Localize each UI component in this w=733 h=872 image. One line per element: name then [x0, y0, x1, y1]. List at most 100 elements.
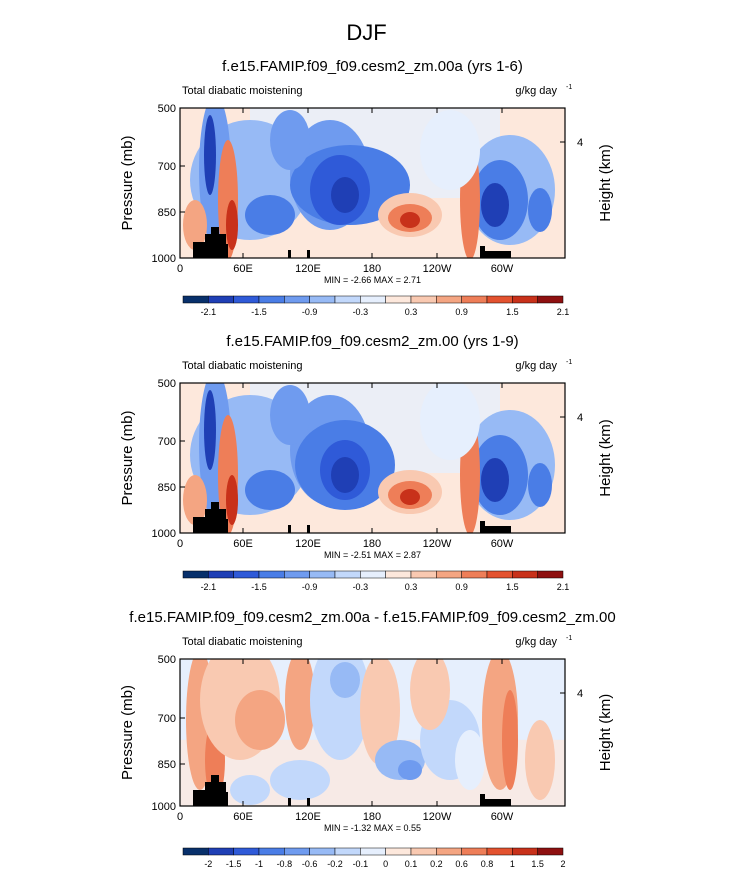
topography-block [485, 799, 511, 806]
topography-block [205, 509, 215, 533]
colorbar-label: -0.9 [302, 307, 318, 317]
x-tick-label: 120W [423, 538, 452, 550]
field-contour-12 [183, 475, 207, 525]
topography-block [224, 244, 228, 258]
colorbar-swatch [182, 570, 209, 579]
x-tick-label: 60E [233, 263, 253, 275]
x-tick-label: 180 [363, 538, 381, 550]
colorbar-swatch [284, 570, 310, 579]
field-contour-11 [226, 200, 238, 250]
colorbar-swatch [284, 295, 310, 304]
field-contour-9 [204, 390, 216, 470]
min-max-stats: MIN = -2.51 MAX = 2.87 [324, 550, 421, 560]
field-contour-18 [270, 385, 310, 445]
colorbar-swatch [208, 847, 234, 856]
colorbar-label: 0.6 [455, 859, 468, 869]
field-contour-18 [270, 110, 310, 170]
x-tick-label: 120E [295, 538, 321, 550]
colorbar-swatch [258, 570, 285, 579]
colorbar-label: -1 [255, 859, 263, 869]
y-tick-label: 1000 [152, 801, 176, 813]
page-title: DJF [346, 20, 387, 45]
right-axis-label: Height (km) [597, 694, 614, 772]
topography-block [219, 509, 226, 533]
colorbar-label: 2.1 [557, 582, 570, 592]
colorbar-swatch [334, 847, 361, 856]
colorbar-swatch [334, 570, 361, 579]
colorbar-label: 0.3 [405, 307, 418, 317]
colorbar-swatch [385, 847, 412, 856]
colorbar-swatch [309, 847, 336, 856]
topography-block [485, 251, 511, 258]
y-tick-label: 500 [158, 378, 176, 390]
colorbar-label: -0.2 [327, 859, 343, 869]
y-tick-label: 850 [158, 207, 176, 219]
min-max-stats: MIN = -1.32 MAX = 0.55 [324, 823, 421, 833]
colorbar-swatch [512, 570, 538, 579]
y-tick-label: 700 [158, 436, 176, 448]
colorbar-label: -0.9 [302, 582, 318, 592]
heatmap-field [180, 383, 565, 533]
y-axis-label: Pressure (mb) [119, 135, 136, 230]
x-tick-label: 120E [295, 811, 321, 823]
colorbar-label: 0.2 [430, 859, 443, 869]
field-contour-16 [528, 188, 552, 232]
topography-block [211, 227, 219, 258]
colorbar-swatch [512, 847, 538, 856]
colorbar-swatch [233, 847, 260, 856]
topography-block [219, 782, 226, 806]
colorbar-label: -0.1 [353, 859, 369, 869]
field-contour-15 [481, 183, 509, 227]
field-contour-3 [235, 690, 285, 750]
topography-block [224, 792, 228, 806]
field-contour-20 [420, 383, 480, 460]
colorbar-swatch [360, 295, 386, 304]
colorbar-swatch [385, 570, 412, 579]
colorbar-label: 1 [510, 859, 515, 869]
y-axis-label: Pressure (mb) [119, 685, 136, 780]
right-axis-label: Height (km) [597, 144, 614, 222]
colorbar-swatch [182, 295, 209, 304]
topography-block [480, 521, 485, 533]
field-contour-13 [502, 690, 518, 790]
colorbar-label: 1.5 [506, 307, 519, 317]
panel-3: f.e15.FAMIP.f09_f09.cesm2_zm.00a - f.e15… [119, 609, 616, 869]
y-tick-label: 1000 [152, 528, 176, 540]
x-tick-label: 120E [295, 263, 321, 275]
field-contour-15 [481, 458, 509, 502]
topography-block [288, 525, 291, 533]
topography-block [480, 794, 485, 806]
colorbar-swatch [486, 570, 513, 579]
field-contour-7 [400, 212, 420, 228]
field-contour-20 [420, 110, 480, 190]
field-contour-17 [410, 659, 450, 730]
colorbar-swatch [512, 295, 538, 304]
variable-label: Total diabatic moistening [182, 636, 302, 648]
y-tick-label: 500 [158, 103, 176, 115]
y-tick-label: 850 [158, 482, 176, 494]
colorbar-label: -0.6 [302, 859, 318, 869]
colorbar-label: 0.9 [455, 307, 468, 317]
colorbar-swatch [410, 570, 437, 579]
field-contour-16 [528, 463, 552, 507]
field-contour-15 [270, 760, 330, 800]
min-max-stats: MIN = -2.66 MAX = 2.71 [324, 275, 421, 285]
field-contour-6 [330, 662, 360, 698]
colorbar-label: 1.5 [506, 582, 519, 592]
field-contour-12 [183, 200, 207, 250]
colorbar-label: 1.5 [531, 859, 544, 869]
colorbar-swatch [208, 570, 234, 579]
colorbar-label: 0.3 [405, 582, 418, 592]
units-exponent: -1 [566, 635, 572, 642]
colorbar-swatch [208, 295, 234, 304]
colorbar-label: -1.5 [226, 859, 242, 869]
x-tick-label: 60E [233, 538, 253, 550]
colorbar-label: -1.5 [251, 307, 267, 317]
topography-block [288, 250, 291, 258]
x-tick-label: 120W [423, 263, 452, 275]
colorbar-label: -1.5 [251, 582, 267, 592]
variable-label: Total diabatic moistening [182, 360, 302, 372]
y-tick-label: 1000 [152, 253, 176, 265]
topography-block [193, 517, 205, 533]
